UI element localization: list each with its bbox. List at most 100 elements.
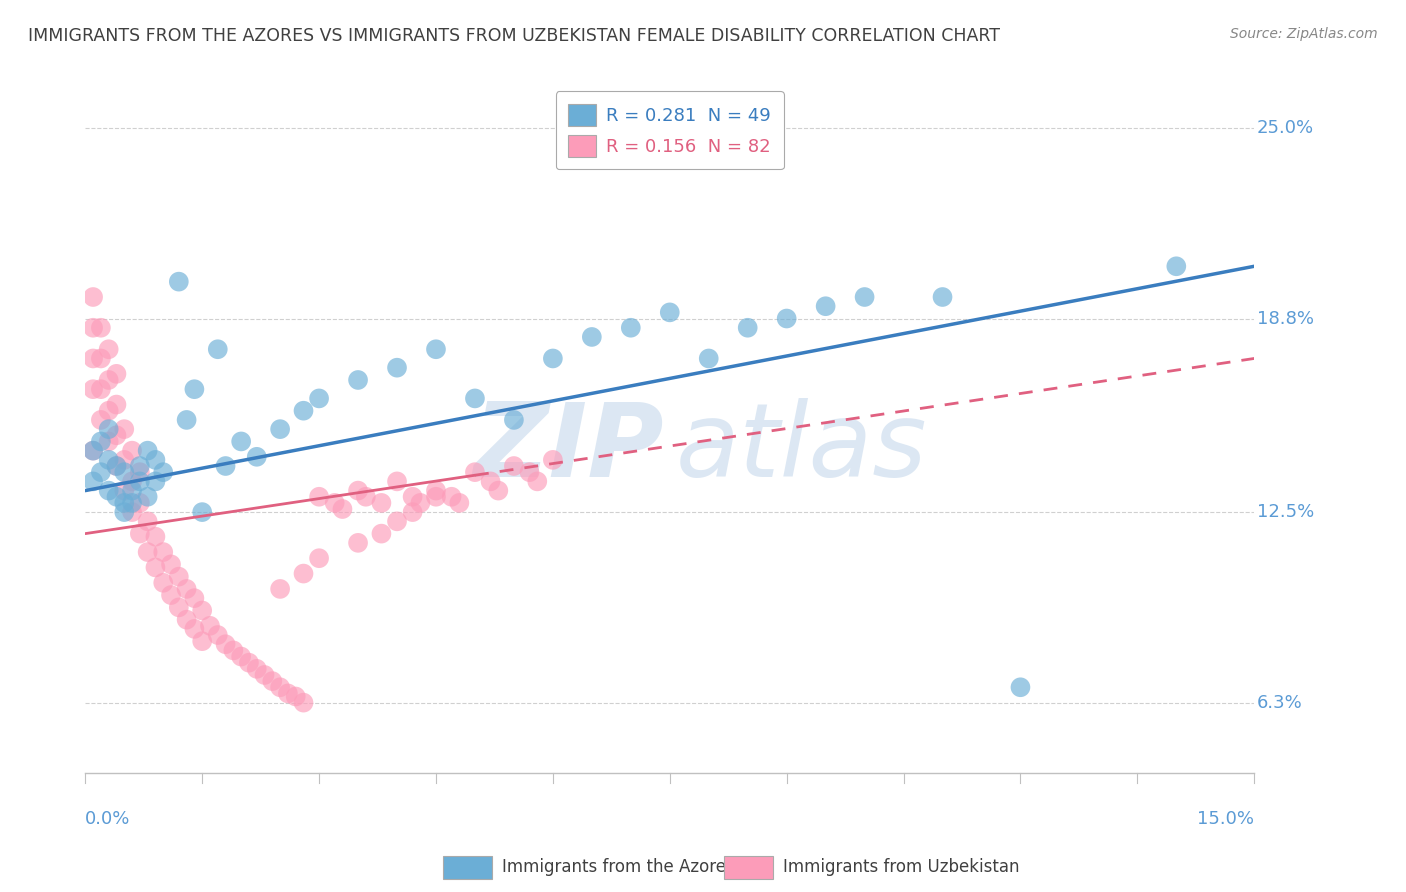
Point xyxy=(90,465,112,479)
Point xyxy=(541,351,564,366)
Point xyxy=(183,622,205,636)
Point xyxy=(581,330,603,344)
Point xyxy=(198,619,221,633)
Point xyxy=(160,558,183,572)
Point xyxy=(347,536,370,550)
Point xyxy=(541,453,564,467)
Point xyxy=(440,490,463,504)
Point xyxy=(370,526,392,541)
Point xyxy=(112,422,135,436)
Point xyxy=(112,496,135,510)
Text: 6.3%: 6.3% xyxy=(1257,694,1302,712)
Point xyxy=(231,649,253,664)
Point xyxy=(464,465,486,479)
Point xyxy=(136,514,159,528)
Point xyxy=(82,320,104,334)
Point xyxy=(486,483,509,498)
Point xyxy=(97,422,120,436)
Point xyxy=(222,643,245,657)
Point xyxy=(105,428,128,442)
Text: Immigrants from Uzbekistan: Immigrants from Uzbekistan xyxy=(783,858,1019,877)
Point xyxy=(620,320,643,334)
Point xyxy=(167,569,190,583)
Point xyxy=(246,662,269,676)
Point xyxy=(112,505,135,519)
Text: 0.0%: 0.0% xyxy=(86,810,131,828)
Point xyxy=(737,320,759,334)
Text: IMMIGRANTS FROM THE AZORES VS IMMIGRANTS FROM UZBEKISTAN FEMALE DISABILITY CORRE: IMMIGRANTS FROM THE AZORES VS IMMIGRANTS… xyxy=(28,27,1000,45)
Point xyxy=(152,575,174,590)
Point xyxy=(385,360,408,375)
Point xyxy=(292,403,315,417)
Point xyxy=(776,311,799,326)
Point xyxy=(145,530,167,544)
Point xyxy=(112,465,135,479)
Text: 12.5%: 12.5% xyxy=(1257,503,1313,521)
Point xyxy=(292,696,315,710)
Point xyxy=(82,382,104,396)
Text: 25.0%: 25.0% xyxy=(1257,119,1313,137)
Point xyxy=(112,453,135,467)
Point xyxy=(238,656,260,670)
Legend: R = 0.281  N = 49, R = 0.156  N = 82: R = 0.281 N = 49, R = 0.156 N = 82 xyxy=(555,91,783,169)
Point xyxy=(658,305,681,319)
Point xyxy=(128,475,150,489)
Point xyxy=(269,680,291,694)
Point xyxy=(385,475,408,489)
Point xyxy=(464,392,486,406)
Point xyxy=(145,560,167,574)
Point xyxy=(814,299,837,313)
Point xyxy=(145,475,167,489)
Point xyxy=(370,496,392,510)
Point xyxy=(121,505,143,519)
Point xyxy=(401,490,423,504)
Point xyxy=(214,637,236,651)
Point xyxy=(449,496,471,510)
Point xyxy=(160,588,183,602)
Point xyxy=(152,465,174,479)
Point xyxy=(90,320,112,334)
Point xyxy=(176,613,198,627)
Point xyxy=(191,634,214,648)
Point xyxy=(385,514,408,528)
Point xyxy=(425,343,447,357)
Point xyxy=(323,496,346,510)
Text: Immigrants from the Azores: Immigrants from the Azores xyxy=(502,858,735,877)
Point xyxy=(479,475,502,489)
Text: 18.8%: 18.8% xyxy=(1257,310,1313,327)
Point xyxy=(82,351,104,366)
Point xyxy=(121,483,143,498)
Point xyxy=(152,545,174,559)
Point xyxy=(176,582,198,596)
Point xyxy=(82,443,104,458)
Point xyxy=(105,458,128,473)
Point xyxy=(526,475,548,489)
Point xyxy=(167,600,190,615)
Point xyxy=(308,551,330,566)
Point xyxy=(1010,680,1032,694)
Text: ZIP: ZIP xyxy=(474,398,664,499)
Point xyxy=(128,526,150,541)
Point xyxy=(97,483,120,498)
Point xyxy=(90,413,112,427)
Point xyxy=(145,453,167,467)
Point xyxy=(503,413,526,427)
Point xyxy=(183,382,205,396)
Point xyxy=(253,668,276,682)
Text: 15.0%: 15.0% xyxy=(1198,810,1254,828)
Point xyxy=(207,343,229,357)
Point xyxy=(82,290,104,304)
Point xyxy=(112,483,135,498)
Point xyxy=(121,475,143,489)
Point xyxy=(136,545,159,559)
Point xyxy=(167,275,190,289)
Point xyxy=(183,591,205,606)
Point xyxy=(176,413,198,427)
Point xyxy=(105,458,128,473)
Point xyxy=(121,496,143,510)
Point xyxy=(97,373,120,387)
Point xyxy=(105,398,128,412)
Point xyxy=(82,443,104,458)
Point xyxy=(128,496,150,510)
Point xyxy=(105,367,128,381)
